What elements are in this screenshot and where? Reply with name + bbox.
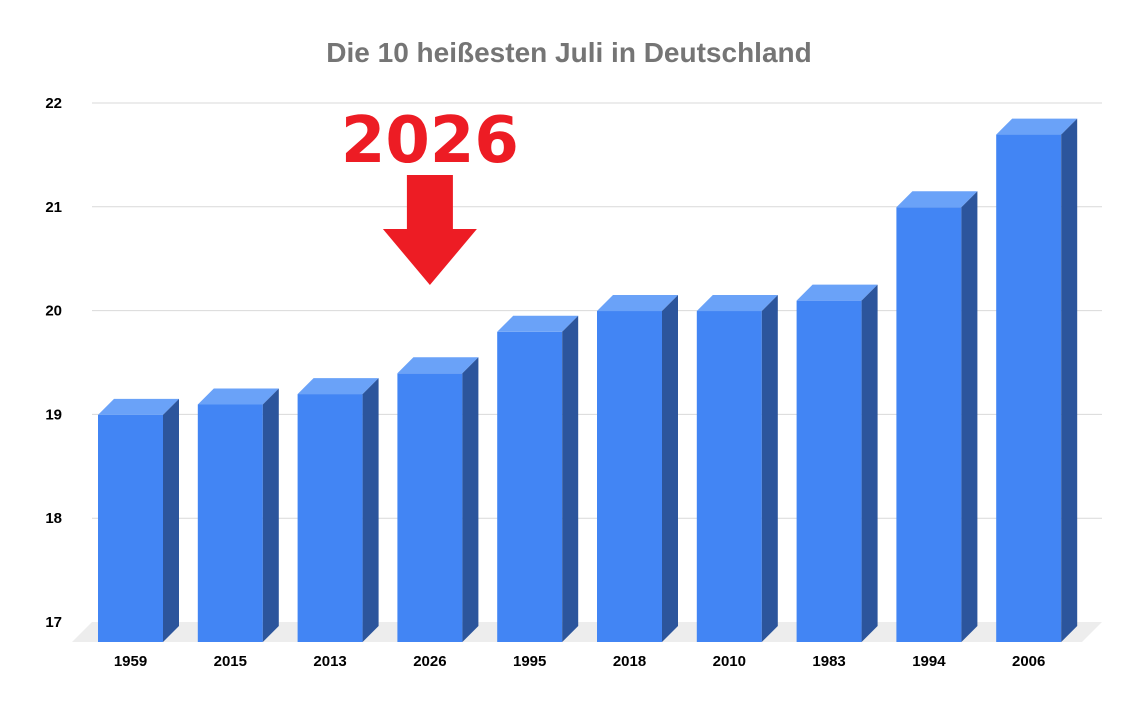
bar-front	[996, 134, 1062, 642]
x-axis: 1959 2015 2013 2026 1995 2018 2010 1983 1994 2006	[114, 653, 1046, 670]
bar	[197, 388, 279, 642]
x-tick-label: 2026	[413, 653, 446, 670]
bar-side	[362, 378, 379, 642]
bar-side	[861, 284, 878, 642]
y-tick-label: 20	[45, 303, 62, 320]
bar-top	[696, 295, 778, 312]
bar	[796, 284, 878, 642]
bar-front	[98, 414, 163, 642]
chart-title: Die 10 heißesten Juli in Deutschland	[326, 37, 811, 68]
y-tick-label: 22	[45, 95, 62, 112]
x-tick-label: 2013	[313, 653, 346, 670]
bar-top	[497, 315, 579, 332]
bar-front	[696, 311, 762, 642]
bar-top	[896, 191, 978, 208]
bar-front	[896, 207, 962, 643]
y-tick-label: 19	[45, 406, 62, 423]
bar-front	[597, 311, 662, 642]
bar-top	[397, 357, 479, 374]
bar	[696, 295, 778, 642]
annotation-label: 2026	[341, 104, 519, 178]
bar-side	[262, 388, 279, 642]
x-tick-label: 2015	[214, 653, 247, 670]
bar-top	[597, 295, 678, 312]
y-tick-label: 18	[45, 510, 62, 527]
bar-side	[961, 191, 978, 643]
bar-side	[761, 295, 778, 642]
y-axis: 17 18 19 20 21 22	[45, 95, 62, 631]
bar-side	[662, 295, 678, 642]
bar-front	[197, 404, 263, 642]
bar	[297, 378, 379, 642]
y-tick-label: 17	[45, 614, 62, 631]
x-tick-label: 1959	[114, 653, 147, 670]
y-tick-label: 21	[45, 199, 62, 216]
x-tick-label: 1995	[513, 653, 546, 670]
bar	[597, 295, 678, 642]
x-tick-label: 2010	[713, 653, 746, 670]
bar	[996, 118, 1078, 642]
bar-top	[996, 118, 1078, 135]
bar-side	[562, 315, 579, 642]
bar	[397, 357, 479, 642]
bar-front	[796, 300, 862, 642]
x-tick-label: 1983	[812, 653, 845, 670]
bar-top	[297, 378, 379, 395]
x-tick-label: 2006	[1012, 653, 1045, 670]
annotation-callout: 2026	[341, 104, 519, 285]
bar-top	[98, 398, 179, 415]
bar	[896, 191, 978, 643]
arrow-down-icon	[382, 175, 477, 285]
x-tick-label: 1994	[912, 653, 946, 670]
bar	[497, 315, 579, 642]
bar-side	[1061, 118, 1078, 642]
bar-front	[297, 394, 363, 642]
bar-side	[163, 398, 179, 642]
x-tick-label: 2018	[613, 653, 646, 670]
bar-top	[197, 388, 279, 405]
bar-top	[796, 284, 878, 301]
bar	[98, 398, 179, 642]
bar-front	[497, 331, 563, 642]
bars	[98, 118, 1078, 643]
bar-front	[397, 373, 463, 642]
bar-side	[462, 357, 479, 642]
